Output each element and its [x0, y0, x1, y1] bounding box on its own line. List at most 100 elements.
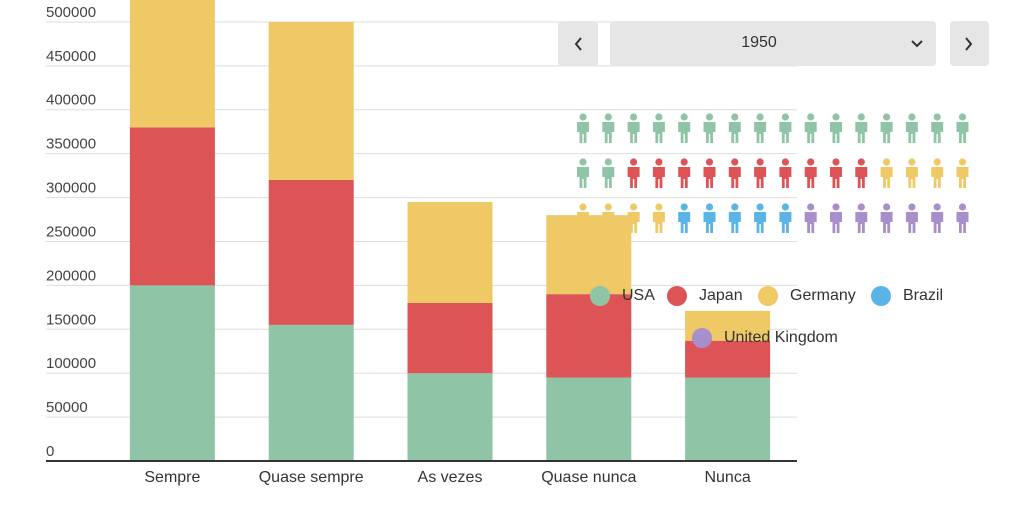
bar-segment: [129, 127, 215, 286]
legend-label: Japan: [699, 287, 743, 304]
legend-label: Brazil: [903, 287, 943, 304]
x-tick-label: As vezes: [418, 469, 483, 486]
person-body: [728, 122, 741, 143]
person-head: [832, 158, 840, 166]
person-body: [754, 122, 767, 143]
person-body: [880, 212, 893, 233]
legend-label: United Kingdom: [724, 329, 838, 346]
person-head: [958, 158, 967, 166]
person-head: [908, 203, 916, 211]
person-icon: [652, 158, 665, 188]
person-icon: [779, 203, 792, 233]
person-head: [731, 203, 739, 211]
person-icon: [627, 158, 640, 188]
person-body: [577, 212, 589, 233]
person-icon: [804, 203, 817, 233]
person-head: [883, 158, 891, 166]
person-head: [781, 203, 790, 211]
person-icon: [779, 158, 792, 188]
person-body: [627, 167, 640, 188]
person-body: [804, 122, 817, 143]
person-body: [779, 167, 792, 188]
person-icon: [931, 158, 944, 188]
person-icon: [931, 203, 944, 233]
person-icon: [754, 203, 767, 233]
bar-chart: 0 50000 100000 150000 200000 250000 300000 3500…: [46, 0, 797, 486]
person-head: [579, 203, 587, 211]
person-icon: [830, 158, 842, 188]
person-body: [652, 122, 665, 143]
person-head: [680, 113, 688, 121]
person-icon: [804, 113, 817, 143]
person-icon: [855, 113, 868, 143]
person-body: [931, 212, 944, 233]
year-select[interactable]: [610, 21, 936, 66]
person-icon: [602, 113, 615, 143]
person-head: [579, 113, 587, 121]
person-icon: [703, 113, 716, 143]
person-head: [705, 203, 714, 211]
person-icon: [905, 158, 918, 188]
x-tick-label: Quase sempre: [259, 469, 364, 486]
person-body: [830, 212, 842, 233]
person-icon: [678, 203, 691, 233]
person-body: [880, 167, 893, 188]
person-icon: [880, 113, 893, 143]
person-body: [956, 122, 969, 143]
person-body: [830, 167, 842, 188]
person-body: [577, 167, 589, 188]
person-head: [731, 113, 739, 121]
person-icon: [931, 113, 944, 143]
person-body: [880, 122, 893, 143]
person-icon: [855, 203, 868, 233]
person-icon: [880, 158, 893, 188]
person-icon: [956, 113, 969, 143]
person-icon: [577, 158, 589, 188]
person-head: [655, 203, 663, 211]
legend-swatch: [692, 328, 712, 348]
legend-swatch: [871, 286, 891, 306]
bar-segment: [268, 180, 354, 325]
person-head: [832, 113, 840, 121]
person-head: [604, 113, 612, 121]
person-icon: [754, 113, 767, 143]
y-tick-label: 450000: [46, 48, 96, 65]
person-body: [830, 122, 842, 143]
person-head: [731, 158, 739, 166]
person-body: [602, 122, 615, 143]
person-body: [931, 122, 944, 143]
person-body: [728, 212, 741, 233]
person-icon: [830, 203, 842, 233]
next-icon: [965, 37, 973, 51]
person-head: [908, 113, 916, 121]
person-head: [756, 158, 764, 166]
person-head: [908, 158, 916, 166]
person-icon: [652, 113, 665, 143]
bar-segment: [546, 215, 632, 295]
person-head: [933, 203, 941, 211]
person-head: [705, 158, 714, 166]
pictograph-widget: 1950 USA Japan Germany Brazil United Kingdom: [558, 21, 989, 348]
person-head: [756, 203, 764, 211]
person-body: [652, 212, 665, 233]
person-icon: [880, 203, 893, 233]
person-head: [630, 113, 638, 121]
year-value: 1950: [741, 34, 777, 51]
person-head: [680, 203, 688, 211]
person-head: [807, 158, 815, 166]
x-tick-label: Nunca: [704, 469, 750, 486]
person-body: [754, 167, 767, 188]
prev-button[interactable]: [558, 21, 598, 66]
person-body: [678, 122, 691, 143]
person-icon: [602, 203, 615, 233]
y-tick-label: 50000: [46, 399, 88, 416]
person-body: [678, 167, 691, 188]
person-body: [652, 167, 665, 188]
person-head: [933, 158, 941, 166]
person-body: [678, 212, 691, 233]
person-head: [630, 203, 638, 211]
person-body: [703, 122, 716, 143]
person-icon: [905, 113, 918, 143]
y-tick-label: 100000: [46, 355, 96, 372]
